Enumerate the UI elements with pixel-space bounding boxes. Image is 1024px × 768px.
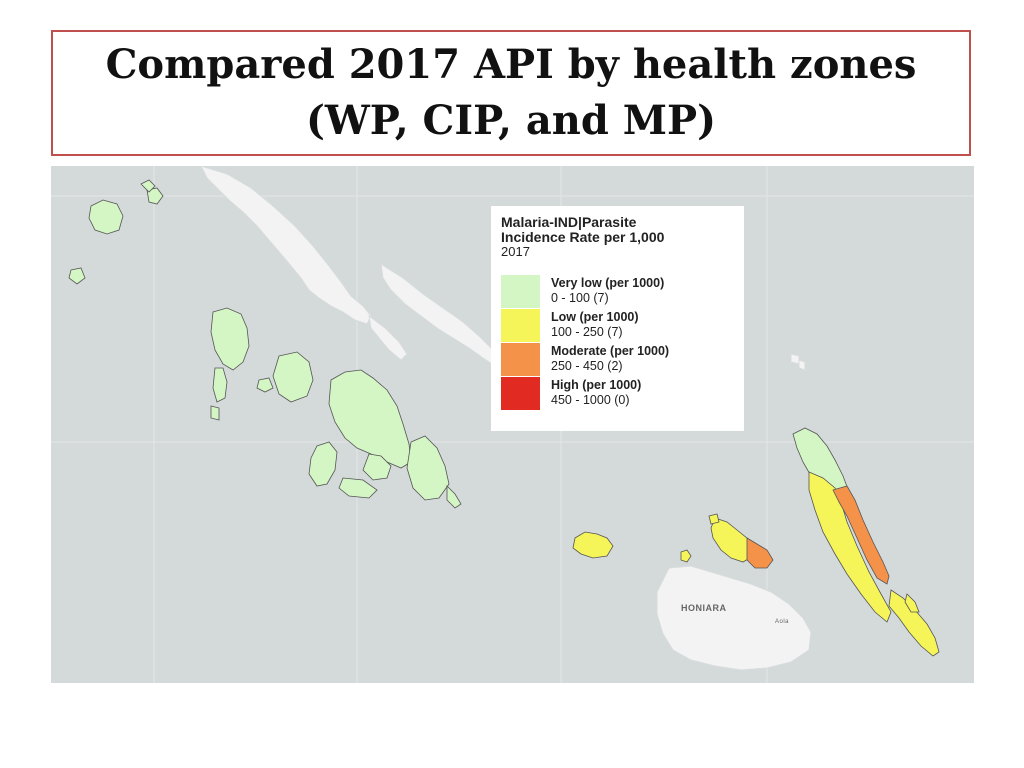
place-label-honiara: HONIARA [681,603,727,613]
guadalcanal-land [656,565,812,671]
map-legend: Malaria-IND|Parasite Incidence Rate per … [491,206,744,431]
zone-kolombangara [272,351,314,403]
zone-gizo [256,377,274,393]
western-province-zones[interactable] [68,179,462,509]
zone-russell-islands [572,531,614,559]
zone-marovo-east [446,485,462,509]
choiseul-land [380,262,502,367]
legend-item-moderate: Moderate (per 1000) 250 - 450 (2) [501,343,734,377]
legend-swatch-high [501,377,540,410]
legend-range-low: 100 - 250 (7) [551,325,623,339]
zone-marovo-lagoon [406,435,450,501]
zone-vella-lavella [210,307,250,371]
zone-nggela-north [708,513,720,525]
legend-item-high: High (per 1000) 450 - 1000 (0) [501,377,734,411]
legend-swatch-moderate [501,343,540,376]
zone-fauro-islets [140,179,156,193]
zone-maramasike [904,593,920,613]
zone-vangunu [362,453,392,481]
northern-islets [368,314,408,361]
legend-title-line-1: Malaria-IND|Parasite [501,214,637,230]
zone-rendova [308,441,338,487]
choropleth-map[interactable]: HONIARA Aola Malaria-IND|Parasite Incide… [51,166,974,683]
zone-treasury-islands [146,187,164,205]
legend-swatch-low [501,309,540,342]
bougainville-land [200,166,372,325]
legend-label-low: Low (per 1000) [551,310,639,324]
legend-year: 2017 [501,244,530,259]
zone-new-georgia [328,369,412,469]
zone-nggela-east [746,537,774,569]
small-islet [790,353,800,365]
legend-title-line-2: Incidence Rate per 1,000 [501,229,665,245]
zone-shortland-islands [88,199,124,235]
malaita-province-zones[interactable] [792,427,940,657]
central-islands-zones[interactable] [572,513,774,569]
legend-item-very-low: Very low (per 1000) 0 - 100 (7) [501,275,734,309]
legend-label-very-low: Very low (per 1000) [551,276,665,290]
legend-range-very-low: 0 - 100 (7) [551,291,609,305]
zone-tetepare [338,477,378,499]
small-islet [798,359,806,371]
zone-east-malaita [832,485,890,585]
zone-small-malaita [888,589,940,657]
slide-title-box: Compared 2017 API by health zones (WP, C… [51,30,971,156]
zone-savo-island [680,549,692,563]
place-label-aola: Aola [775,619,790,625]
legend-range-moderate: 250 - 450 (2) [551,359,623,373]
legend-range-high: 450 - 1000 (0) [551,393,630,407]
legend-swatch-very-low [501,275,540,308]
legend-label-moderate: Moderate (per 1000) [551,344,670,358]
legend-label-high: High (per 1000) [551,378,642,392]
slide-title-line-1: Compared 2017 API by health zones [105,41,917,88]
zone-isolated-islet [68,267,86,285]
zone-simbo [210,405,220,421]
slide-title-line-2: (WP, CIP, and MP) [305,97,717,144]
legend-item-low: Low (per 1000) 100 - 250 (7) [501,309,734,343]
zone-ranongga [212,367,228,403]
